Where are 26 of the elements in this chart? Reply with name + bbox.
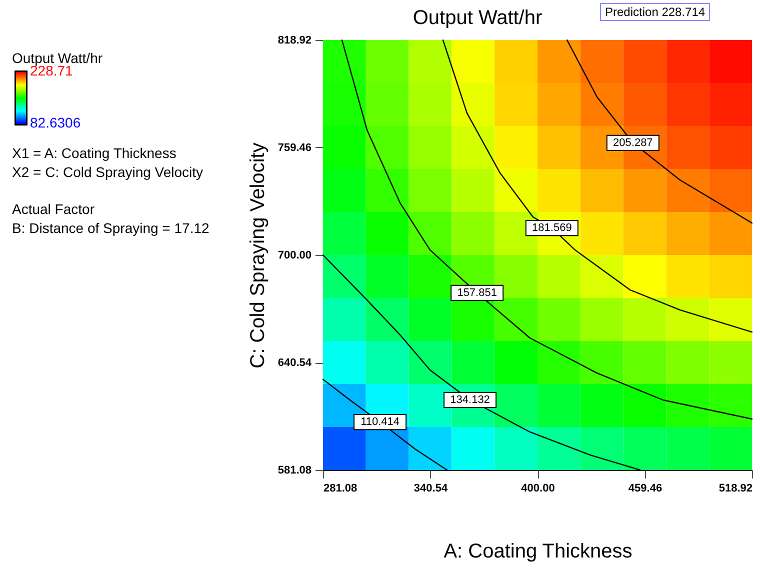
- line-series: [566, 39, 753, 224]
- x-tick-label: 400.00: [521, 482, 555, 494]
- x-axis-title: A: Coating Thickness: [444, 540, 632, 562]
- text: Prediction 228.714: [600, 3, 710, 21]
- x-tick-label: 281.08: [324, 482, 358, 494]
- y-tick-label: 700.00: [278, 250, 312, 262]
- chart-title: Output Watt/hr: [412, 7, 542, 29]
- y-tick-label: 818.92: [278, 34, 312, 46]
- series-label: 110.414: [360, 416, 400, 428]
- line-series: [442, 39, 753, 333]
- y-axis-title: C: Cold Spraying Velocity: [246, 142, 269, 368]
- text: X2 = C: Cold Spraying Velocity: [12, 164, 204, 180]
- y-tick-label: 640.54: [278, 357, 312, 369]
- text: X1 = A: Coating Thickness: [12, 145, 176, 161]
- series-label: 134.132: [450, 394, 490, 406]
- series-label: 181.569: [532, 222, 572, 234]
- series-label: 205.287: [613, 136, 653, 149]
- text: Actual Factor: [12, 201, 94, 217]
- series-label: 157.851: [457, 286, 497, 299]
- x-tick-label: 518.92: [718, 482, 752, 494]
- text: B: Distance of Spraying = 17.12: [12, 220, 210, 236]
- y-tick-label: 581.08: [278, 464, 312, 476]
- y-tick-label: 759.46: [278, 142, 312, 154]
- x-tick-label: 459.46: [628, 482, 662, 494]
- x-tick-label: 340.54: [414, 482, 448, 494]
- color-bar-label: 82.6306: [30, 114, 81, 131]
